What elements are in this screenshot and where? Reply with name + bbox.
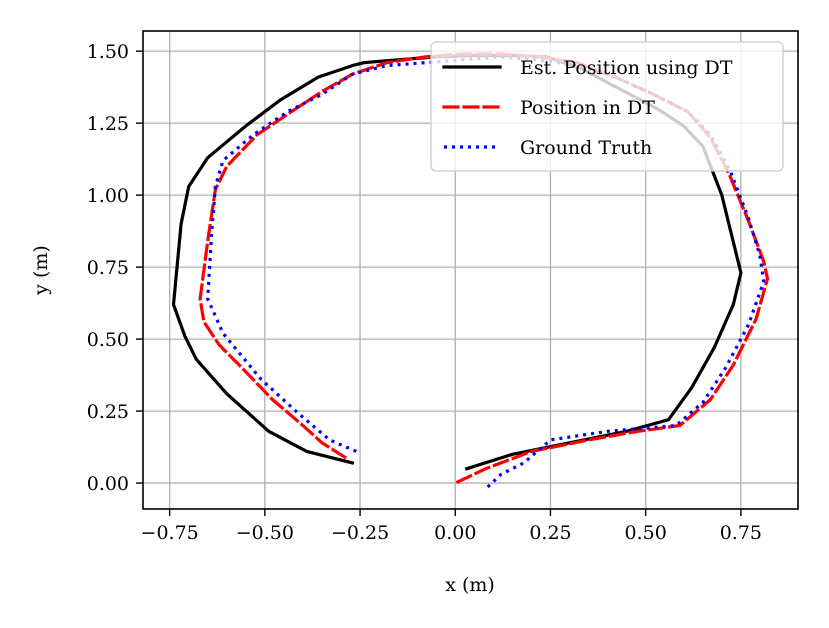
y-axis-label: y (m) [30, 245, 52, 296]
legend-label-0: Est. Position using DT [520, 57, 733, 79]
y-tick-label: 0.50 [87, 329, 129, 351]
x-tick-label: 0.00 [434, 522, 476, 544]
y-tick-label: 0.75 [87, 257, 129, 279]
y-tick-label: 1.00 [87, 185, 129, 207]
y-tick-label: 0.25 [87, 401, 129, 423]
legend-label-1: Position in DT [520, 97, 655, 119]
x-tick-label: −0.75 [141, 522, 199, 544]
x-tick-label: −0.50 [236, 522, 294, 544]
ticks [136, 50, 742, 516]
x-tick-label: 0.50 [625, 522, 667, 544]
x-tick-label: 0.25 [529, 522, 571, 544]
y-tick-label: 0.00 [87, 473, 129, 495]
y-tick-label: 1.25 [87, 113, 129, 135]
legend-box [430, 41, 784, 172]
legend-label-2: Ground Truth [520, 137, 652, 159]
y-tick-label: 1.50 [87, 41, 129, 63]
tick-labels: −0.75 −0.50 −0.25 0.00 0.25 0.50 0.75 0.00 0.25 0… [87, 41, 762, 544]
plot-frame [142, 30, 799, 510]
x-tick-label: −0.25 [331, 522, 389, 544]
legend: Est. Position using DT Position in DT Grou… [430, 41, 784, 172]
x-tick-label: 0.75 [720, 522, 762, 544]
x-axis-label: x (m) [445, 574, 495, 596]
